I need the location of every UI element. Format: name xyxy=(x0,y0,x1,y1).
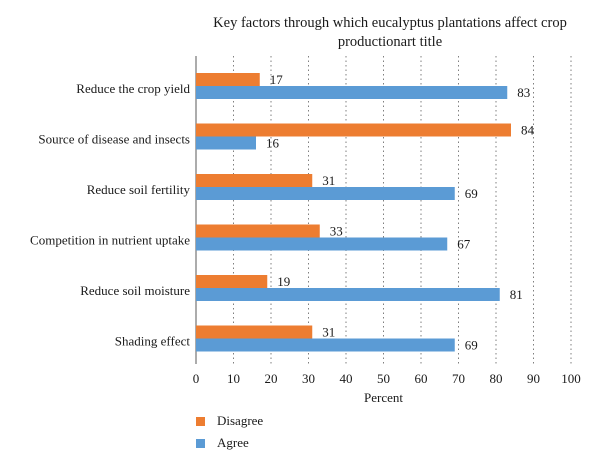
category-label: Reduce the crop yield xyxy=(76,81,190,96)
bar-agree xyxy=(196,187,455,200)
data-label: 16 xyxy=(266,136,280,151)
bar-disagree xyxy=(196,224,320,238)
category-label: Reduce soil moisture xyxy=(80,283,190,298)
legend: Disagree Agree xyxy=(196,410,263,454)
x-tick-label: 40 xyxy=(340,371,353,386)
x-tick-label: 100 xyxy=(561,371,581,386)
x-axis-title: Percent xyxy=(364,390,403,405)
bar-agree xyxy=(196,288,500,301)
legend-item-agree: Agree xyxy=(196,432,263,454)
category-label: Shading effect xyxy=(115,334,191,349)
bar-agree xyxy=(196,338,455,352)
data-label: 19 xyxy=(277,274,290,289)
data-label: 17 xyxy=(270,72,284,87)
bar-disagree xyxy=(196,174,313,187)
legend-label-disagree: Disagree xyxy=(217,413,264,428)
data-label: 83 xyxy=(517,85,530,100)
data-label: 67 xyxy=(457,237,471,252)
x-tick-label: 90 xyxy=(527,371,540,386)
category-label: Source of disease and insects xyxy=(38,132,190,147)
bar-agree xyxy=(196,237,448,251)
data-label: 81 xyxy=(510,287,523,302)
bar-disagree xyxy=(196,275,268,288)
x-tick-label: 70 xyxy=(452,371,465,386)
legend-label-agree: Agree xyxy=(217,435,249,450)
data-label: 69 xyxy=(465,338,478,353)
category-label: Competition in nutrient uptake xyxy=(30,233,190,248)
bar-agree xyxy=(196,86,508,99)
x-tick-label: 50 xyxy=(377,371,390,386)
legend-swatch-agree xyxy=(196,438,205,448)
x-tick-label: 30 xyxy=(302,371,315,386)
category-label: Reduce soil fertility xyxy=(87,182,191,197)
data-label: 33 xyxy=(330,224,343,239)
bar-disagree xyxy=(196,325,313,339)
data-label: 84 xyxy=(521,123,535,138)
x-tick-label: 10 xyxy=(227,371,240,386)
x-tick-label: 20 xyxy=(265,371,278,386)
legend-item-disagree: Disagree xyxy=(196,410,263,432)
chart-title: Key factors through which eucalyptus pla… xyxy=(213,15,567,50)
data-label: 69 xyxy=(465,186,478,201)
x-tick-label: 80 xyxy=(490,371,503,386)
bar-agree xyxy=(196,136,256,150)
data-label: 31 xyxy=(322,325,335,340)
x-tick-label: 0 xyxy=(193,371,200,386)
x-tick-label: 60 xyxy=(415,371,428,386)
bar-disagree xyxy=(196,123,511,137)
bar-disagree xyxy=(196,73,260,86)
legend-swatch-disagree xyxy=(196,416,205,426)
data-label: 31 xyxy=(322,173,335,188)
